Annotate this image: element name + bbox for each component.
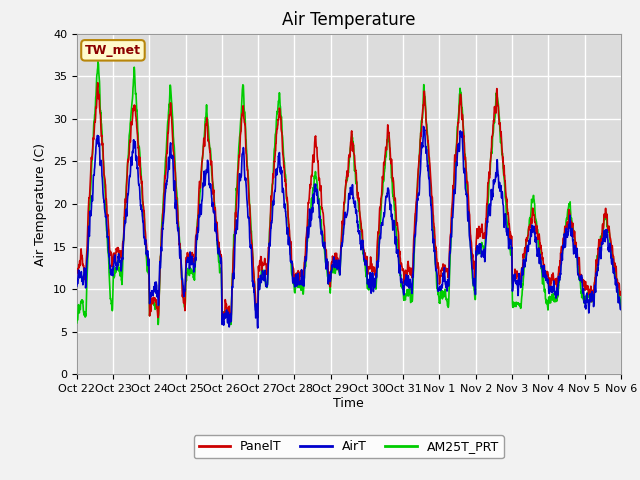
AM25T_PRT	[225, 310, 233, 315]
AM25T_PRT	[508, 250, 515, 255]
AM25T_PRT	[365, 287, 372, 293]
Line: AirT: AirT	[77, 126, 621, 328]
AirT	[570, 242, 577, 248]
AirT	[73, 283, 81, 289]
AirT	[376, 236, 384, 241]
AirT	[225, 310, 232, 315]
Line: PanelT: PanelT	[77, 83, 621, 320]
Legend: PanelT, AirT, AM25T_PRT: PanelT, AirT, AM25T_PRT	[194, 435, 504, 458]
PanelT	[508, 240, 515, 245]
Text: TW_met: TW_met	[85, 44, 141, 57]
AirT	[365, 277, 372, 283]
PanelT	[365, 264, 372, 270]
AM25T_PRT	[617, 306, 625, 312]
AM25T_PRT	[154, 322, 162, 327]
AM25T_PRT	[94, 59, 102, 65]
X-axis label: Time: Time	[333, 397, 364, 410]
AM25T_PRT	[584, 290, 592, 296]
Y-axis label: Air Temperature (C): Air Temperature (C)	[35, 143, 47, 265]
PanelT	[584, 286, 592, 292]
PanelT	[73, 270, 81, 276]
PanelT	[570, 228, 577, 233]
PanelT	[94, 80, 102, 85]
Title: Air Temperature: Air Temperature	[282, 11, 415, 29]
AirT	[254, 325, 262, 331]
AM25T_PRT	[73, 320, 81, 326]
PanelT	[377, 202, 385, 208]
AirT	[617, 307, 625, 312]
AirT	[508, 238, 515, 243]
Line: AM25T_PRT: AM25T_PRT	[77, 62, 621, 324]
AM25T_PRT	[570, 226, 577, 231]
AirT	[420, 123, 428, 129]
AirT	[584, 299, 592, 305]
PanelT	[225, 308, 233, 313]
AM25T_PRT	[377, 214, 385, 220]
PanelT	[617, 289, 625, 295]
PanelT	[219, 317, 227, 323]
